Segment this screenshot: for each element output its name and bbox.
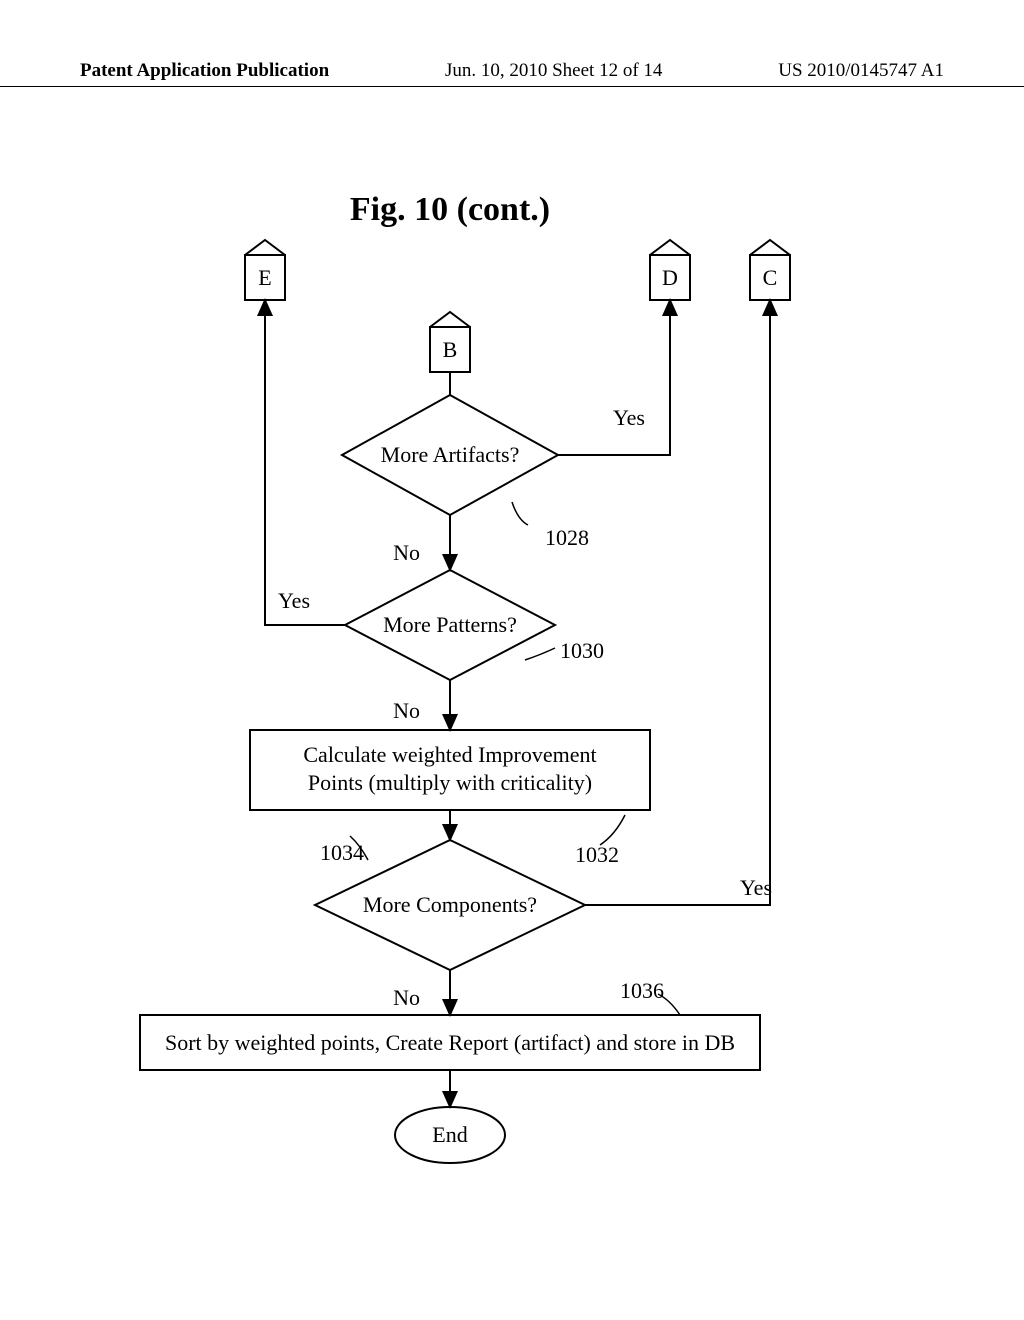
connector-E: E (245, 240, 285, 300)
edge-no-2: No (393, 698, 420, 723)
connector-D: D (650, 240, 690, 300)
edge-no-3: No (393, 985, 420, 1010)
connector-C-label: C (763, 265, 778, 290)
decision-more-patterns-label: More Patterns? (383, 612, 517, 637)
process-sort-line1: Sort by weighted points, Create Report (… (165, 1030, 735, 1055)
edge-yes-1: Yes (613, 405, 645, 430)
decision-more-patterns: More Patterns? (345, 570, 555, 680)
process-calculate-weighted: Calculate weighted Improvement Points (m… (250, 730, 650, 810)
edge-yes-3: Yes (740, 875, 772, 900)
flowchart-svg: Fig. 10 (cont.) E D C B More Artifacts? … (0, 0, 1024, 1320)
connector-D-label: D (662, 265, 678, 290)
decision-more-artifacts-label: More Artifacts? (381, 442, 520, 467)
connector-E-label: E (258, 265, 271, 290)
connector-B-label: B (443, 337, 458, 362)
ref-1036: 1036 (620, 978, 664, 1003)
connector-C: C (750, 240, 790, 300)
edge-yes-2: Yes (278, 588, 310, 613)
process-calculate-line2: Points (multiply with criticality) (308, 770, 592, 795)
figure-title: Fig. 10 (cont.) (350, 191, 550, 228)
ref-1030: 1030 (560, 638, 604, 663)
connector-B: B (430, 312, 470, 372)
terminal-end: End (395, 1107, 505, 1163)
process-sort-report: Sort by weighted points, Create Report (… (140, 1015, 760, 1070)
ref-1032: 1032 (575, 842, 619, 867)
terminal-end-label: End (432, 1122, 467, 1147)
edge-no-1: No (393, 540, 420, 565)
ref-1034: 1034 (320, 840, 364, 865)
process-calculate-line1: Calculate weighted Improvement (303, 742, 596, 767)
decision-more-artifacts: More Artifacts? (342, 395, 558, 515)
decision-more-components-label: More Components? (363, 892, 537, 917)
ref-1028: 1028 (545, 525, 589, 550)
